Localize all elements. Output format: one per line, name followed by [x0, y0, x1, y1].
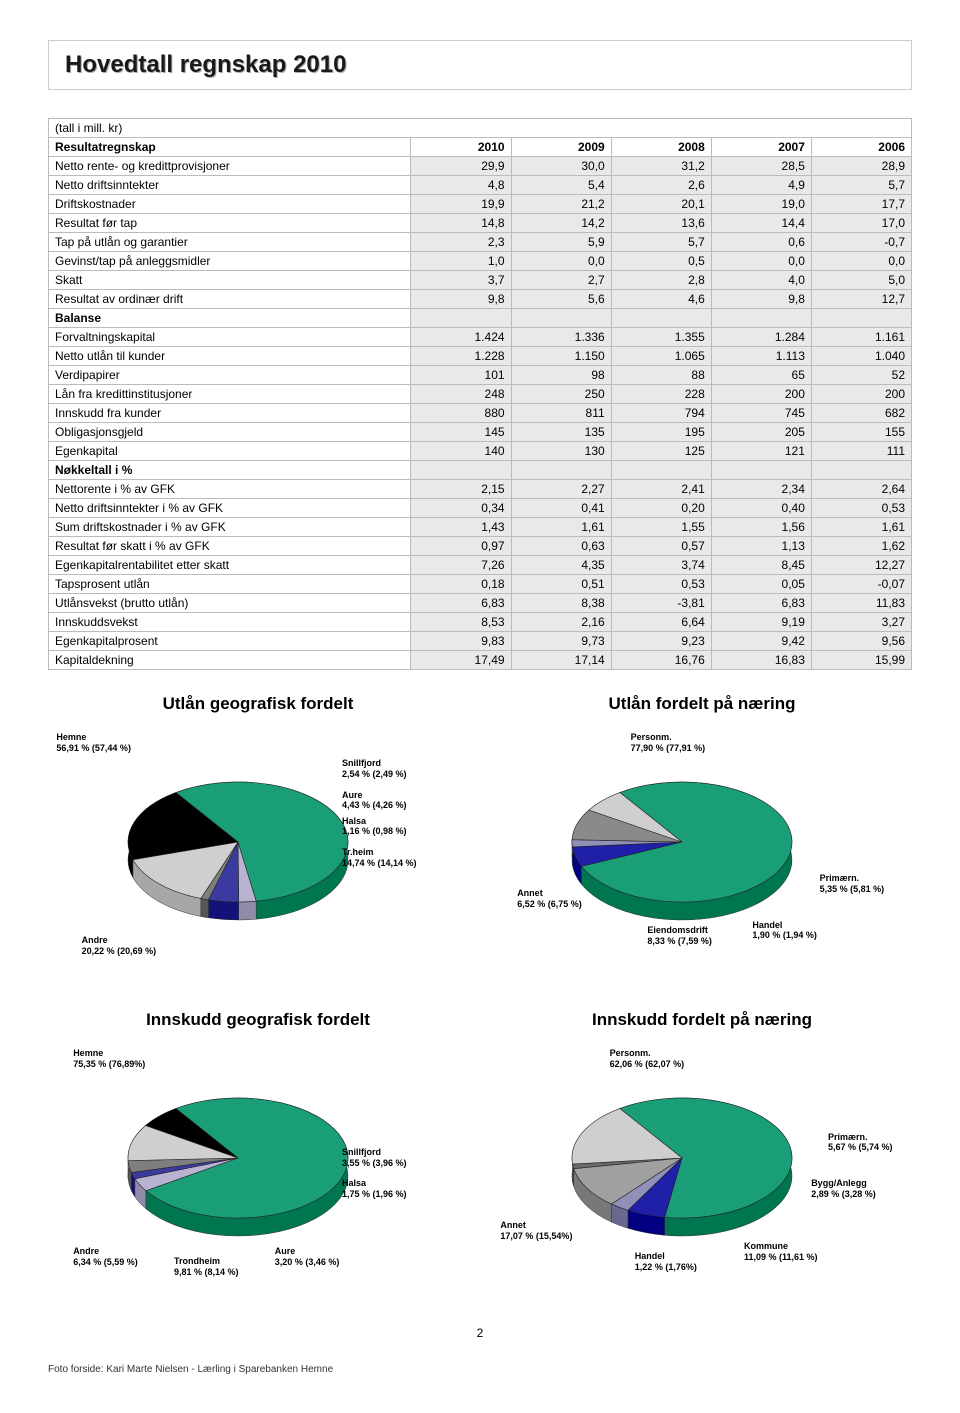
pie-3-label-3: Kommune11,09 % (11,61 %) [744, 1241, 818, 1263]
pie-0-label-0: Hemne56,91 % (57,44 %) [56, 732, 131, 754]
pie-1-label-0: Personm.77,90 % (77,91 %) [631, 732, 706, 754]
pie-3-label-4: Handel1,22 % (1,76%) [635, 1251, 697, 1273]
pie-3-label-5: Annet17,07 % (15,54%) [500, 1220, 572, 1242]
page-title: Hovedtall regnskap 2010 [65, 51, 895, 79]
chart-2: Innskudd geografisk fordelt Hemne75,35 %… [48, 1010, 468, 1298]
main-table: (tall i mill. kr)Resultatregnskap2010200… [48, 118, 912, 670]
chart-0-title: Utlån geografisk fordelt [48, 694, 468, 714]
chart-2-title: Innskudd geografisk fordelt [48, 1010, 468, 1030]
pie-1-label-2: Handel1,90 % (1,94 %) [752, 920, 817, 942]
pie-1-label-4: Annet6,52 % (6,75 %) [517, 888, 582, 910]
pie-0-label-1: Snillfjord2,54 % (2,49 %) [342, 758, 407, 780]
pie-0-label-3: Halsa1,16 % (0,98 %) [342, 816, 407, 838]
pie-2-label-0: Hemne75,35 % (76,89%) [73, 1048, 145, 1070]
pie-1-label-3: Eiendomsdrift8,33 % (7,59 %) [647, 925, 712, 947]
pie-0-label-5: Andre20,22 % (20,69 %) [82, 935, 157, 957]
pie-2-label-4: Trondheim9,81 % (8,14 %) [174, 1256, 239, 1278]
pie-3-label-0: Personm.62,06 % (62,07 %) [610, 1048, 685, 1070]
pie-2-label-2: Halsa1,75 % (1,96 %) [342, 1178, 407, 1200]
page-title-box: Hovedtall regnskap 2010 [48, 40, 912, 90]
pie-1-label-1: Primærn.5,35 % (5,81 %) [820, 873, 885, 895]
pie-3-label-1: Primærn.5,67 % (5,74 %) [828, 1132, 893, 1154]
chart-1-title: Utlån fordelt på næring [492, 694, 912, 714]
chart-1: Utlån fordelt på næring Personm.77,90 % … [492, 694, 912, 982]
pie-2-label-5: Andre6,34 % (5,59 %) [73, 1246, 138, 1268]
pie-0-label-4: Tr.heim14,74 % (14,14 %) [342, 847, 417, 869]
chart-0: Utlån geografisk fordelt Hemne56,91 % (5… [48, 694, 468, 982]
pie-2-label-1: Snillfjord3,55 % (3,96 %) [342, 1147, 407, 1169]
chart-3: Innskudd fordelt på næring Personm.62,06… [492, 1010, 912, 1298]
pie-0-label-2: Aure4,43 % (4,26 %) [342, 790, 407, 812]
page-number: 2 [48, 1326, 912, 1340]
footer-text: Foto forside: Kari Marte Nielsen - Lærli… [48, 1364, 912, 1375]
pie-3-label-2: Bygg/Anlegg2,89 % (3,28 %) [811, 1178, 876, 1200]
pie-2-label-3: Aure3,20 % (3,46 %) [275, 1246, 340, 1268]
chart-3-title: Innskudd fordelt på næring [492, 1010, 912, 1030]
